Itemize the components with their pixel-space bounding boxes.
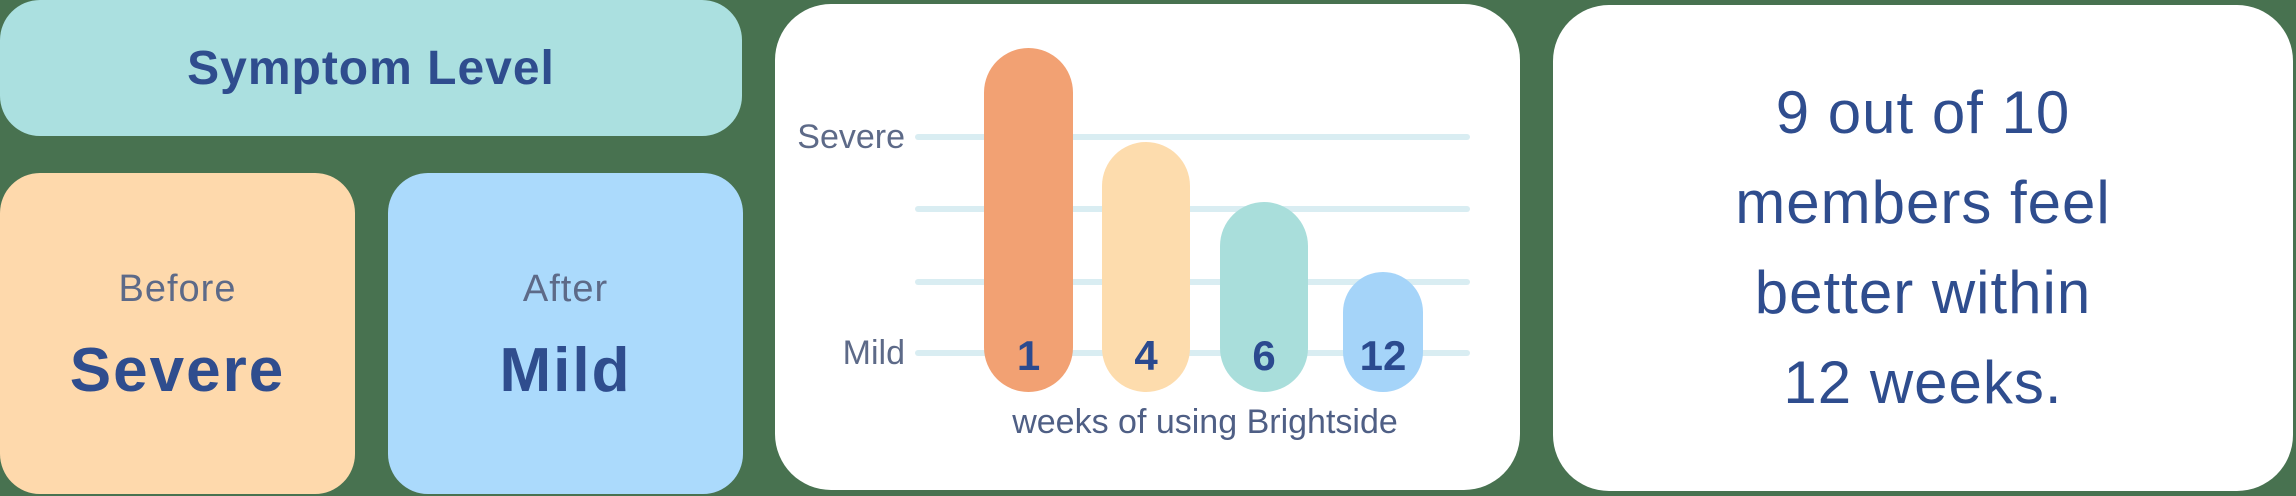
bar-week-6: 6 bbox=[1220, 202, 1308, 392]
stat-card: 9 out of 10 members feel better within 1… bbox=[1553, 5, 2293, 491]
bar-label: 12 bbox=[1359, 332, 1407, 379]
stat-line: 9 out of 10 bbox=[1775, 79, 2071, 146]
y-axis-label-severe: Severe bbox=[797, 118, 905, 156]
symptom-chart-card: Severe Mild 1 4 6 12 weeks of using Brights… bbox=[775, 4, 1520, 490]
after-value: Mild bbox=[499, 335, 632, 405]
after-card: After Mild bbox=[388, 173, 743, 494]
before-label: Before bbox=[118, 267, 237, 310]
stat-line: better within bbox=[1754, 259, 2092, 326]
symptom-level-title: Symptom Level bbox=[187, 41, 555, 95]
symptom-level-header-card: Symptom Level bbox=[0, 0, 742, 136]
before-value: Severe bbox=[69, 335, 286, 405]
y-axis-label-mild: Mild bbox=[842, 334, 905, 372]
stat-line: members feel bbox=[1735, 169, 2111, 236]
gridline bbox=[915, 350, 1470, 356]
bar-label: 4 bbox=[1134, 332, 1158, 379]
x-axis-label: weeks of using Brightside bbox=[1012, 403, 1398, 441]
bar-week-12: 12 bbox=[1343, 272, 1423, 392]
stat-line: 12 weeks. bbox=[1783, 349, 2063, 416]
gridline bbox=[915, 279, 1470, 285]
before-card: Before Severe bbox=[0, 173, 355, 494]
bar-week-1: 1 bbox=[984, 48, 1073, 392]
bar-label: 6 bbox=[1252, 332, 1276, 379]
bar-label: 1 bbox=[1016, 332, 1041, 379]
bar-week-4: 4 bbox=[1102, 142, 1190, 392]
after-label: After bbox=[522, 267, 609, 310]
gridline bbox=[915, 134, 1470, 140]
gridline bbox=[915, 206, 1470, 212]
